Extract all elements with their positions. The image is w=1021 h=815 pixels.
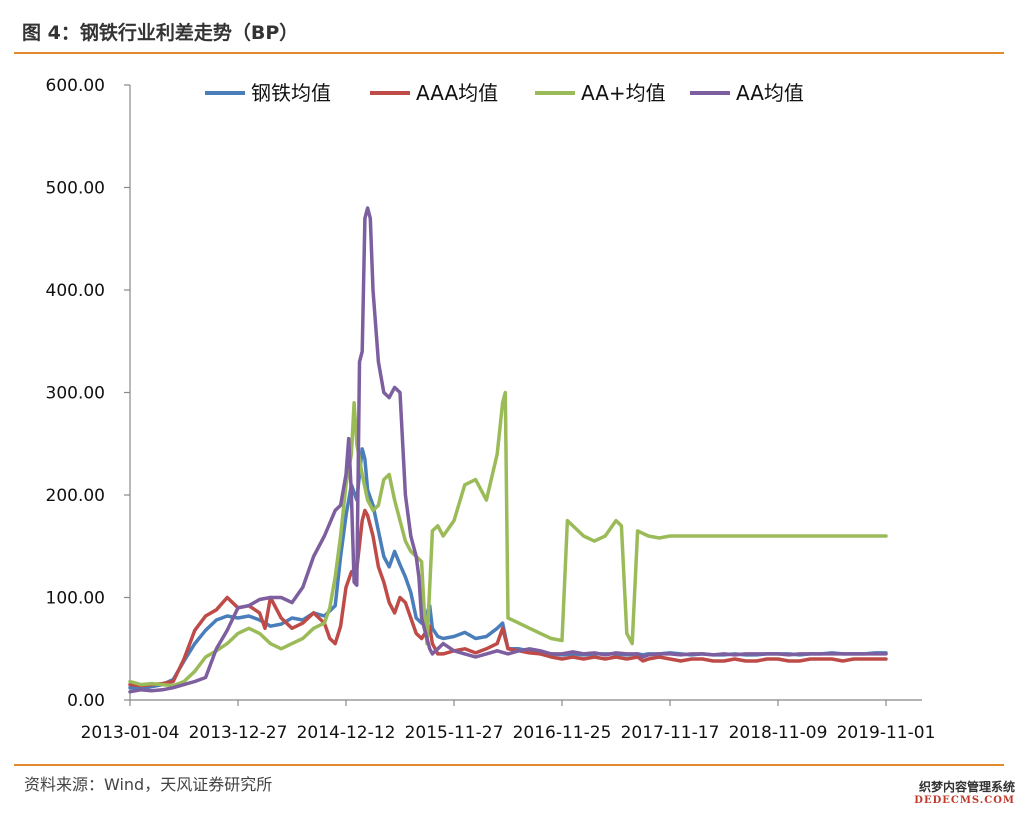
x-tick-label: 2015-11-27 [405, 723, 504, 743]
figure-title: 图 4：钢铁行业利差走势（BP） [22, 22, 299, 44]
chart-legend: 钢铁均值 AAA均值 AA+均值 AA均值 [205, 81, 804, 105]
x-tick-label: 2013-01-04 [81, 723, 180, 743]
x-tick-label: 2013-12-27 [189, 723, 288, 743]
x-tick-label: 2017-11-17 [621, 723, 720, 743]
y-tick-label: 600.00 [46, 76, 105, 96]
y-tick-label: 300.00 [46, 384, 105, 404]
y-tick-label: 500.00 [46, 179, 105, 199]
chart-axes: 0.00 100.00 200.00 300.00 400.00 500.00 600.00… [46, 76, 936, 743]
y-tick-label: 100.00 [46, 589, 105, 609]
legend-label-2: AAA均值 [416, 81, 498, 105]
source-divider [14, 764, 1004, 766]
watermark-line-1: 织梦内容管理系统 [918, 780, 1015, 794]
series-line-2 [128, 508, 888, 688]
source-note: 资料来源：Wind，天风证券研究所 [24, 775, 273, 794]
legend-label-4: AA均值 [736, 81, 804, 105]
series-line-4 [128, 206, 888, 694]
legend-label-3: AA+均值 [581, 81, 666, 105]
y-tick-label: 200.00 [46, 486, 105, 506]
y-tick-label: 0.00 [67, 691, 105, 711]
y-tick-label: 400.00 [46, 281, 105, 301]
x-tick-label: 2014-12-12 [297, 723, 396, 743]
chart-series [128, 206, 888, 694]
series-line-3 [128, 390, 888, 688]
x-tick-label: 2018-11-09 [729, 723, 828, 743]
watermark-line-2: DEDECMS.COM [914, 795, 1015, 806]
legend-label-1: 钢铁均值 [251, 81, 331, 105]
x-tick-label: 2016-11-25 [513, 723, 612, 743]
x-tick-label: 2019-11-01 [837, 723, 936, 743]
title-divider [14, 52, 1004, 54]
line-chart: 0.00 100.00 200.00 300.00 400.00 500.00 600.00… [46, 76, 936, 743]
watermark: 织梦内容管理系统 DEDECMS.COM [914, 780, 1015, 808]
